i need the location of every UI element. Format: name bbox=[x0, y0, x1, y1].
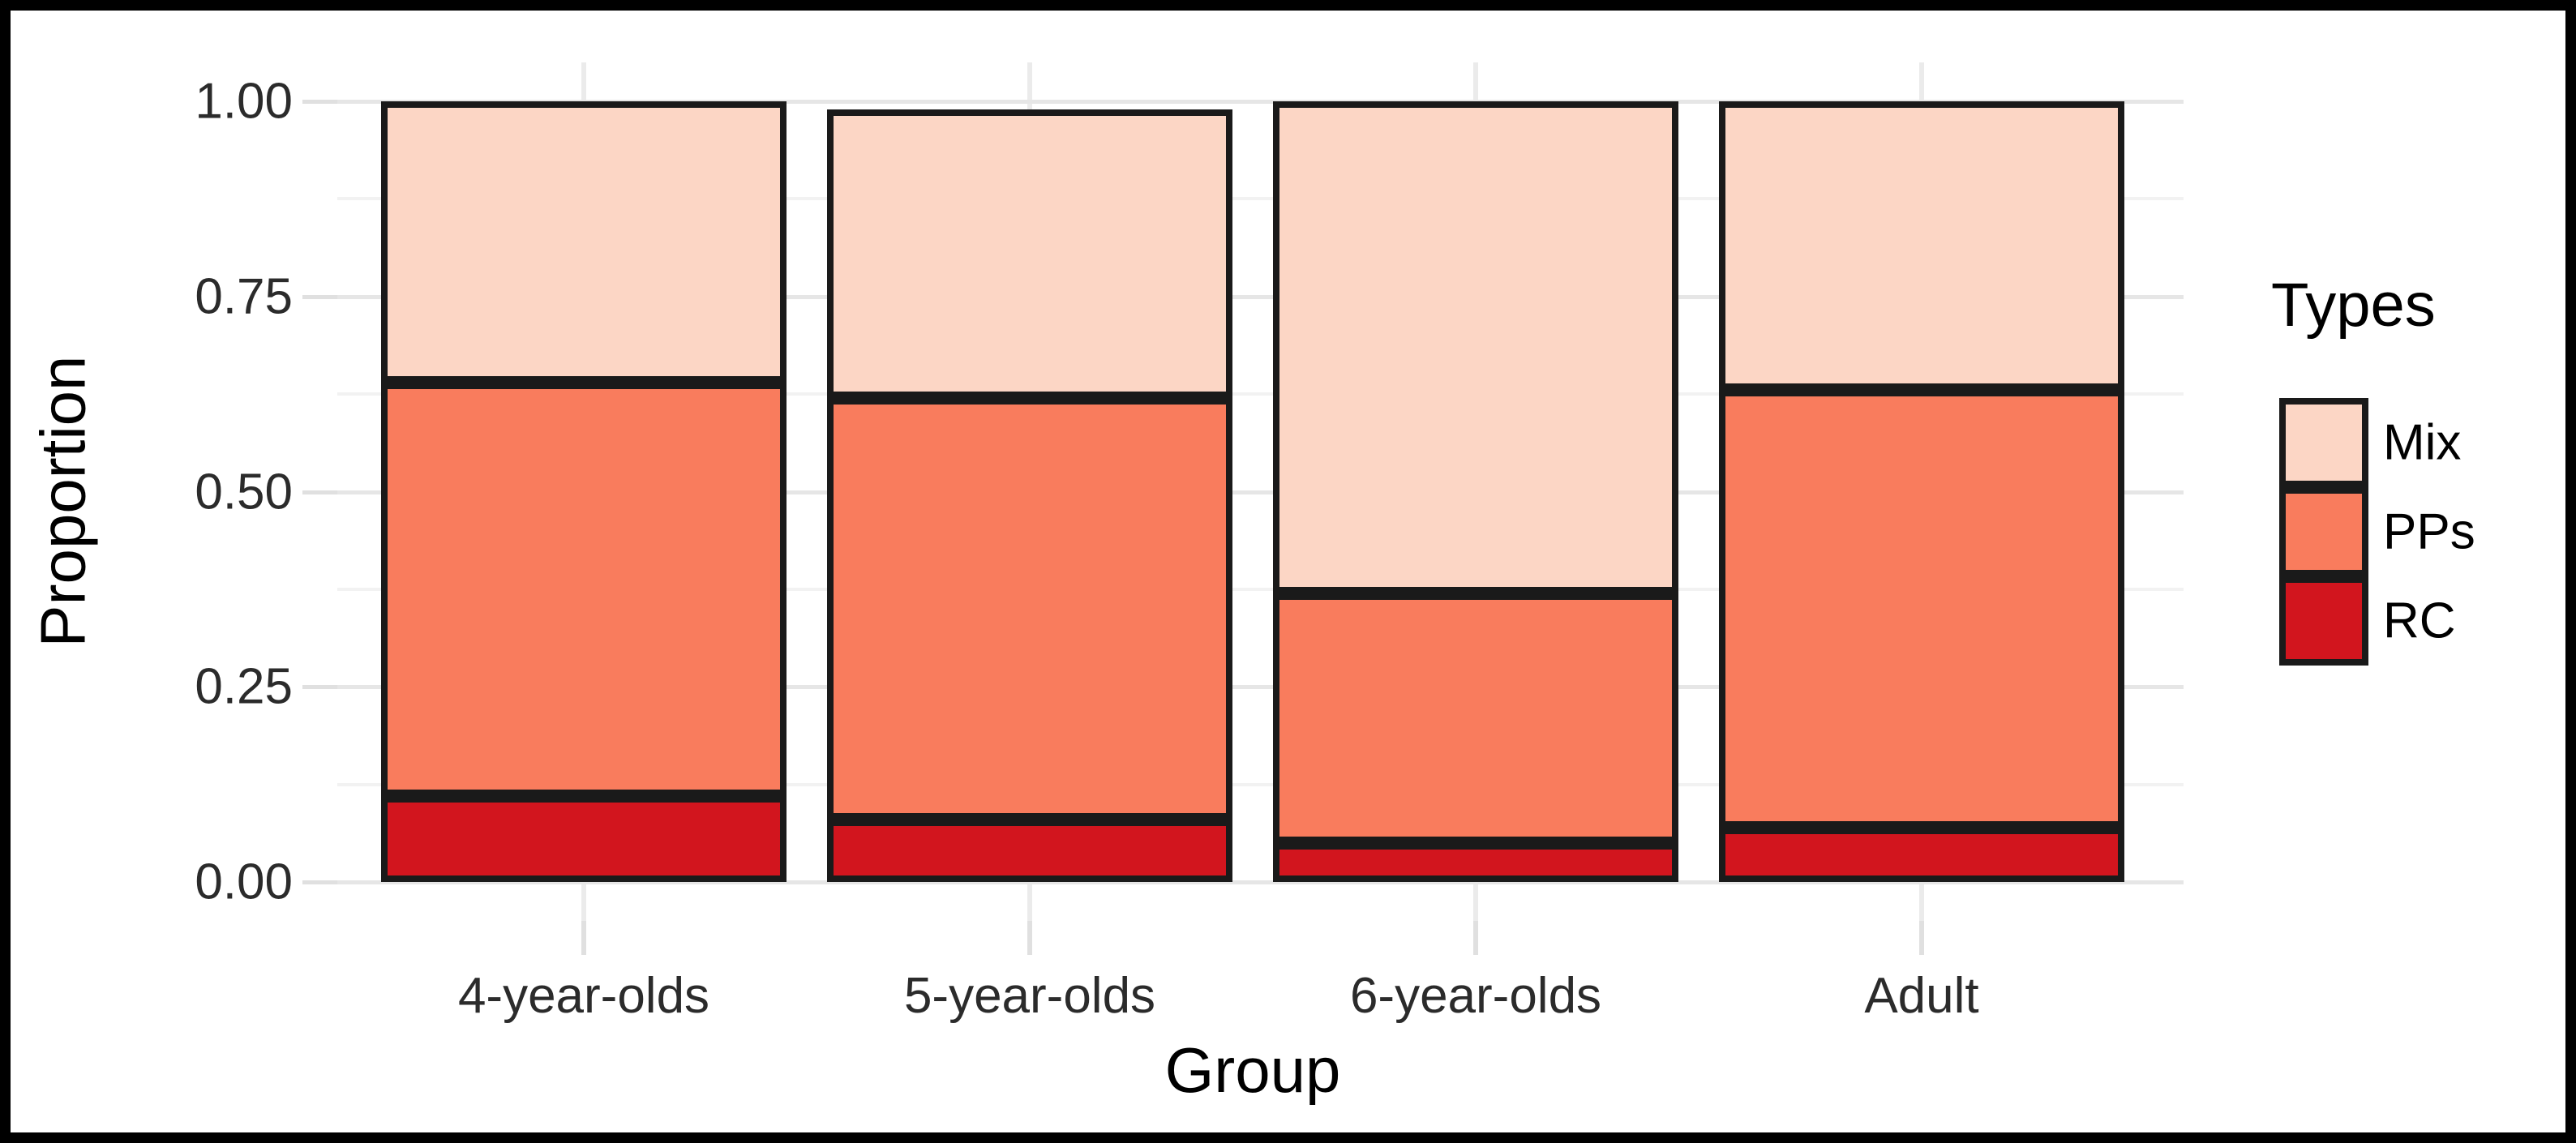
y-tick-label: 0.50 bbox=[195, 464, 293, 520]
major-gridline bbox=[337, 880, 2184, 884]
bar-6-year-olds-segment-RC bbox=[1273, 842, 1678, 882]
y-axis-tick bbox=[302, 490, 337, 494]
major-gridline bbox=[337, 685, 2184, 690]
bar-4-year-olds-segment-RC bbox=[381, 796, 787, 882]
bar-5-year-olds-segment-PPs bbox=[827, 397, 1232, 820]
x-axis-title: Group bbox=[1164, 1034, 1341, 1106]
y-axis-tick bbox=[302, 294, 337, 299]
bar-Adult-segment-PPs bbox=[1719, 390, 2124, 828]
y-axis-tick bbox=[302, 100, 337, 104]
legend-key-pps bbox=[2279, 487, 2368, 576]
major-gridline bbox=[337, 490, 2184, 494]
x-tick-label: Adult bbox=[1864, 968, 1979, 1024]
major-gridline bbox=[337, 294, 2184, 299]
bar-5-year-olds-segment-Mix bbox=[827, 109, 1232, 398]
bar-Adult-segment-Mix bbox=[1719, 101, 2124, 391]
legend-label-pps: PPs bbox=[2383, 503, 2475, 560]
y-tick-label: 0.00 bbox=[195, 854, 293, 910]
bar-6-year-olds-segment-Mix bbox=[1273, 101, 1678, 593]
bar-6-year-olds-segment-PPs bbox=[1273, 593, 1678, 843]
y-axis-tick bbox=[302, 685, 337, 690]
legend-label-mix: Mix bbox=[2383, 414, 2462, 471]
x-axis-tick bbox=[581, 921, 586, 955]
legend-key-mix bbox=[2279, 398, 2368, 487]
x-tick-label: 5-year-olds bbox=[903, 968, 1156, 1024]
legend-key-rc bbox=[2279, 576, 2368, 666]
minor-gridline bbox=[337, 782, 2184, 786]
y-axis-tick bbox=[302, 880, 337, 884]
bar-4-year-olds-segment-PPs bbox=[381, 382, 787, 797]
x-axis-tick bbox=[1027, 921, 1032, 955]
minor-gridline bbox=[337, 197, 2184, 201]
y-tick-label: 1.00 bbox=[195, 73, 293, 130]
bar-4-year-olds-segment-Mix bbox=[381, 101, 787, 383]
x-tick-label: 6-year-olds bbox=[1349, 968, 1602, 1024]
bar-5-year-olds-segment-RC bbox=[827, 819, 1232, 882]
minor-gridline bbox=[337, 587, 2184, 591]
x-axis-tick bbox=[1919, 921, 1924, 955]
y-tick-label: 0.25 bbox=[195, 658, 293, 715]
bar-Adult-segment-RC bbox=[1719, 827, 2124, 882]
legend-label-rc: RC bbox=[2383, 593, 2456, 649]
minor-gridline bbox=[337, 392, 2184, 396]
legend-title: Types bbox=[2271, 271, 2436, 340]
major-gridline bbox=[337, 100, 2184, 104]
x-tick-label: 4-year-olds bbox=[457, 968, 710, 1024]
x-axis-tick bbox=[1473, 921, 1478, 955]
y-axis-title: Proportion bbox=[27, 355, 99, 648]
y-tick-label: 0.75 bbox=[195, 268, 293, 325]
